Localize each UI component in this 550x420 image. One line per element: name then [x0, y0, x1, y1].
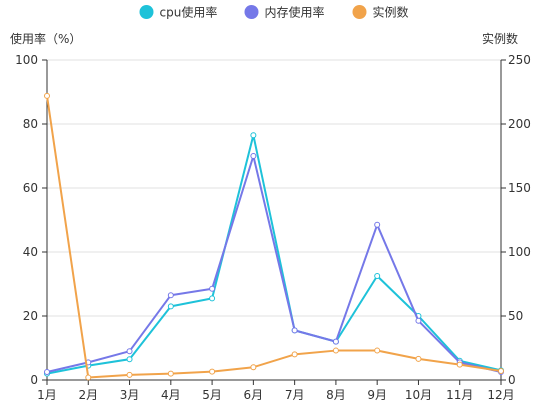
- y-left-tick-label: 60: [23, 181, 38, 195]
- data-point[interactable]: [126, 356, 133, 363]
- data-point[interactable]: [209, 368, 216, 375]
- data-point[interactable]: [85, 374, 92, 381]
- series-line: [46, 134, 502, 375]
- data-point[interactable]: [167, 303, 174, 310]
- y-right-tick-label: 100: [508, 245, 531, 259]
- data-point[interactable]: [415, 355, 422, 362]
- data-point[interactable]: [126, 371, 133, 378]
- y-left-tick-label: 20: [23, 309, 38, 323]
- x-tick-label: 11月: [446, 388, 473, 402]
- series-line: [46, 155, 502, 373]
- data-point[interactable]: [167, 292, 174, 299]
- y-axis-right-title: 实例数: [482, 31, 518, 46]
- y-right-tick-label: 200: [508, 117, 531, 131]
- x-tick-label: 5月: [202, 388, 222, 402]
- legend-label: 内存使用率: [265, 5, 325, 20]
- data-point[interactable]: [332, 347, 339, 354]
- data-point[interactable]: [374, 273, 381, 279]
- x-tick-label: 7月: [285, 388, 305, 402]
- series-2: [44, 92, 504, 381]
- x-tick-label: 6月: [244, 388, 264, 402]
- x-tick-label: 4月: [161, 388, 181, 402]
- y-right-tick-label: 150: [508, 181, 531, 195]
- series-layer: [44, 92, 504, 381]
- legend[interactable]: cpu使用率 内存使用率 实例数: [139, 5, 409, 20]
- legend-item[interactable]: 实例数: [352, 5, 409, 20]
- y-left-tick-label: 80: [23, 117, 38, 131]
- x-tick-label: 1月: [37, 388, 57, 402]
- data-point[interactable]: [291, 351, 298, 358]
- series-line: [46, 95, 502, 379]
- y-right-tick-label: 0: [508, 373, 516, 387]
- data-point[interactable]: [126, 348, 133, 355]
- y-right-tick-label: 250: [508, 53, 531, 67]
- data-point[interactable]: [498, 368, 504, 375]
- data-point[interactable]: [374, 221, 381, 228]
- data-point[interactable]: [332, 338, 339, 345]
- legend-marker: [352, 5, 367, 19]
- series-0: [44, 132, 504, 377]
- y-left-tick-label: 0: [30, 373, 38, 387]
- y-axis-left-title: 使用率（%）: [10, 31, 81, 46]
- x-tick-label: 12月: [487, 388, 514, 402]
- data-point[interactable]: [291, 327, 298, 334]
- x-tick-label: 9月: [367, 388, 387, 402]
- y-left-tick-label: 40: [23, 245, 38, 259]
- data-point[interactable]: [374, 347, 381, 354]
- data-point[interactable]: [209, 285, 216, 292]
- data-point[interactable]: [250, 132, 257, 139]
- x-tick-label: 3月: [120, 388, 140, 402]
- data-point[interactable]: [209, 295, 216, 302]
- x-tick-label: 8月: [326, 388, 346, 402]
- data-point[interactable]: [250, 153, 257, 159]
- legend-label: cpu使用率: [160, 5, 218, 20]
- legend-marker: [139, 5, 154, 19]
- data-point[interactable]: [415, 317, 422, 324]
- series-1: [44, 153, 504, 375]
- data-point[interactable]: [456, 361, 463, 368]
- data-point[interactable]: [250, 364, 257, 371]
- legend-marker: [244, 5, 259, 19]
- y-right-tick-label: 50: [508, 309, 523, 323]
- data-point[interactable]: [44, 369, 50, 375]
- y-left-tick-label: 100: [15, 53, 38, 67]
- data-point[interactable]: [167, 370, 174, 377]
- legend-label: 实例数: [373, 5, 409, 20]
- axes: 0 20 40 60 80 100 0 50 100 150 200 250 1月 2月 3月 4月 5月 6月 7…: [15, 53, 531, 402]
- legend-item[interactable]: 内存使用率: [244, 5, 325, 20]
- legend-item[interactable]: cpu使用率: [139, 5, 218, 20]
- data-point[interactable]: [44, 92, 50, 99]
- x-tick-label: 2月: [78, 388, 98, 402]
- x-tick-label: 10月: [405, 388, 432, 402]
- grid: [47, 59, 501, 317]
